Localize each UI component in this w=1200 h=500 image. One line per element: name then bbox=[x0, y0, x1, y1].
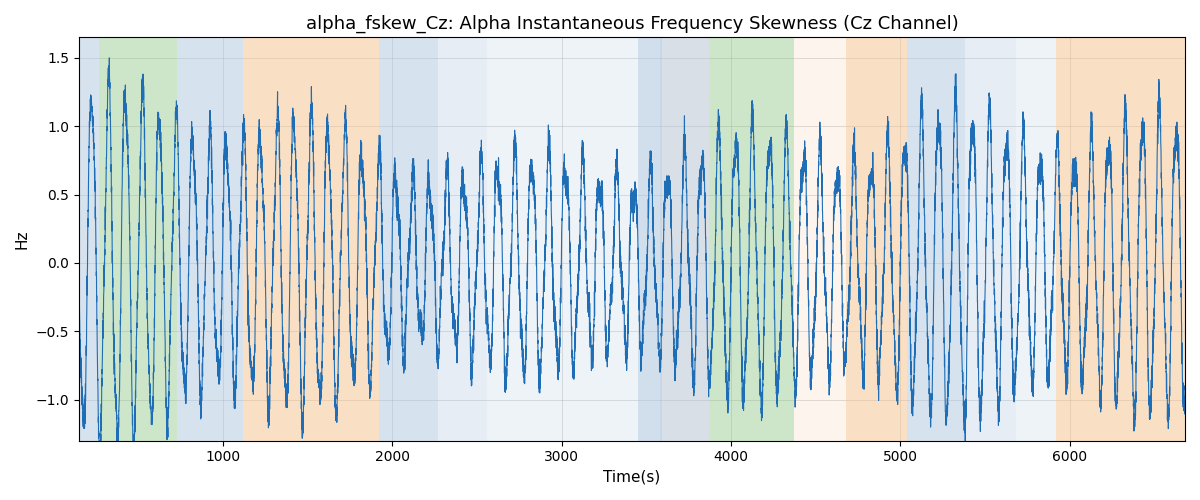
Bar bbox=[79, 38, 100, 440]
Bar bbox=[178, 38, 244, 440]
Bar bbox=[100, 38, 178, 440]
Bar bbox=[487, 38, 660, 440]
Bar bbox=[638, 38, 661, 440]
Bar bbox=[1056, 38, 1186, 440]
Title: alpha_fskew_Cz: Alpha Instantaneous Frequency Skewness (Cz Channel): alpha_fskew_Cz: Alpha Instantaneous Freq… bbox=[306, 15, 959, 34]
Bar bbox=[739, 38, 793, 440]
Bar bbox=[965, 38, 1015, 440]
Bar bbox=[907, 38, 965, 440]
Bar bbox=[709, 38, 739, 440]
Bar bbox=[244, 38, 379, 440]
X-axis label: Time(s): Time(s) bbox=[604, 470, 660, 485]
Bar bbox=[661, 38, 709, 440]
Bar bbox=[438, 38, 487, 440]
Bar bbox=[660, 38, 709, 440]
Y-axis label: Hz: Hz bbox=[14, 230, 30, 249]
Bar bbox=[793, 38, 846, 440]
Bar bbox=[846, 38, 907, 440]
Bar bbox=[1015, 38, 1056, 440]
Bar bbox=[379, 38, 438, 440]
